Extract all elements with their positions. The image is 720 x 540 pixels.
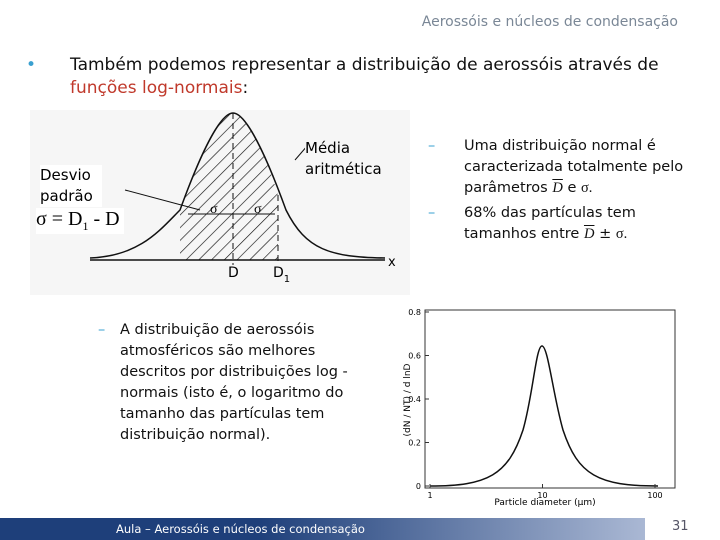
mean-tick: D [228,265,239,281]
d1-tick: D1 [273,265,290,285]
item-sigma: σ. [615,226,628,242]
y-tick-label: 0.4 [408,395,421,404]
y-label: (dN / NT) / d lnD [403,363,413,436]
formula-lhs: σ = D [36,208,83,230]
footer-bar [0,518,645,540]
mean-label: Média aritmética [305,138,385,180]
lower-text: A distribuição de aerossóis atmosféricos… [120,322,348,443]
item-and: e [567,180,577,196]
formula-rhs: - D [88,208,120,230]
bullet-text: Também podemos representar a distribuiçã… [70,55,659,75]
axis-x: x [388,255,396,270]
footer-text: Aula – Aerossóis e núcleos de condensaçã… [116,522,365,536]
y-tick-label: 0 [416,482,421,491]
plot-frame [424,309,676,489]
hatched-area [180,113,278,260]
x-label: Particle diameter (μm) [494,498,595,508]
item-text: 68% das partículas tem tamanhos entre [464,205,636,242]
item-symbol: D [552,180,563,196]
item-pm: ± [599,226,612,242]
y-tick-label: 0.8 [408,308,421,317]
std-pointer [124,189,201,211]
header-title: Aerossóis e núcleos de condensação [421,14,678,30]
x-tick-label: 1 [427,491,432,500]
d1-main: D [273,265,284,281]
d1-sub: 1 [284,274,290,285]
y-tick-label: 0.6 [408,352,421,361]
item-symbol: D [583,226,595,242]
formula-sub: 1 [82,219,89,233]
sigma-right: σ [254,202,262,217]
std-label: Desvio padrão [40,165,102,207]
sigma-left: σ [210,202,218,217]
page-number: 31 [672,519,689,534]
x-tick-label: 10 [537,491,547,500]
formula: σ = D1 - D [36,208,124,234]
right-item: – Uma distribuição normal é caracterizad… [428,138,684,196]
bullet-end: : [242,78,249,98]
item-text: Uma distribuição normal é caracterizada … [464,138,684,196]
lognormal-curve [429,345,659,487]
y-tick-label: 0.2 [408,439,421,448]
bullet-dot: • [26,55,37,75]
figure-right: (dN / NT) / d lnD Particle diameter (μm)… [403,308,676,508]
item-sigma: σ. [580,180,593,196]
bullet-highlight: funções log-normais [70,78,243,98]
right-item: – 68% das partículas tem tamanhos entre … [428,205,636,242]
x-tick-label: 100 [647,491,662,500]
lower-item: – A distribuição de aerossóis atmosféric… [98,320,350,446]
bullet: • Também podemos representar a distribui… [26,54,670,100]
